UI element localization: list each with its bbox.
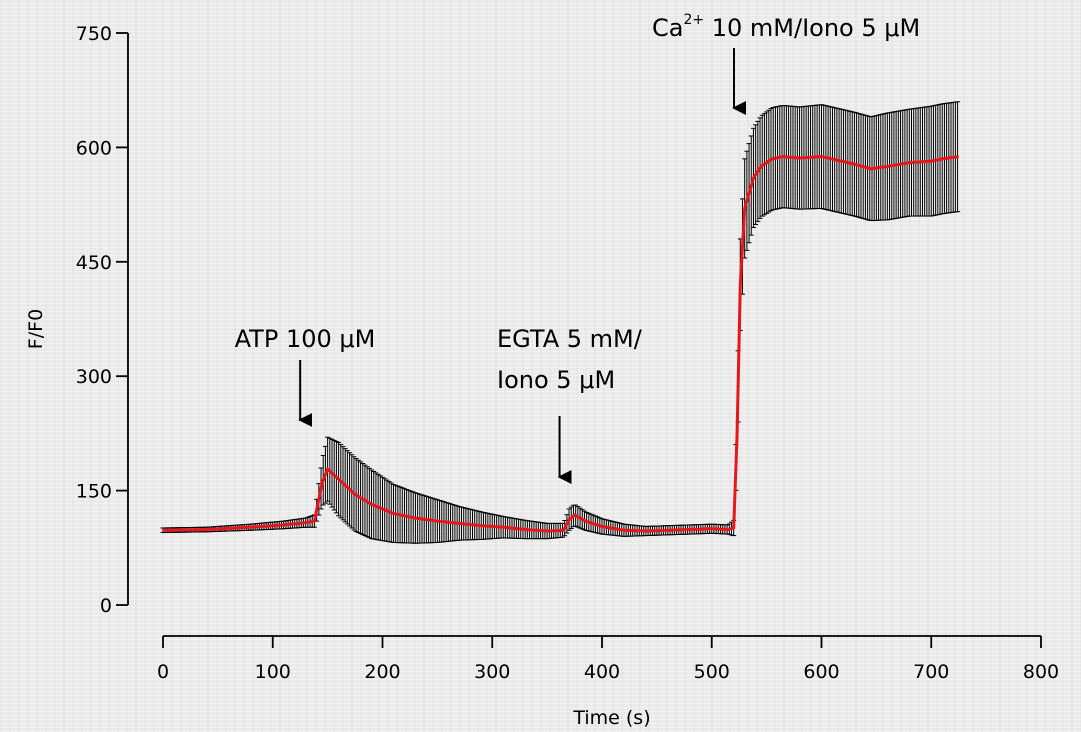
x-tick-label: 300 xyxy=(474,661,510,683)
x-tick-label: 800 xyxy=(1023,661,1059,683)
annotation-ca-superscript: 2+ xyxy=(683,12,704,28)
annotation-egta-line2: Iono 5 μM xyxy=(497,366,615,394)
y-tick-label: 150 xyxy=(76,481,112,503)
error-bars xyxy=(160,101,961,544)
annotation-ca: Ca2+ 10 mM/Iono 5 μM xyxy=(652,12,920,42)
x-tick-label: 600 xyxy=(803,661,839,683)
x-tick-label: 0 xyxy=(157,661,169,683)
x-tick-label: 100 xyxy=(255,661,291,683)
y-tick-label: 450 xyxy=(76,252,112,274)
x-tick-label: 200 xyxy=(364,661,400,683)
x-axis-title: Time (s) xyxy=(572,707,650,729)
x-tick-label: 500 xyxy=(694,661,730,683)
y-axis-title: F/F0 xyxy=(25,309,47,349)
annotation-egta-line1: EGTA 5 mM/ xyxy=(497,325,643,353)
x-tick-label: 700 xyxy=(913,661,949,683)
annotation-atp: ATP 100 μM xyxy=(235,325,376,353)
y-tick-label: 600 xyxy=(76,137,112,159)
y-tick-label: 300 xyxy=(76,366,112,388)
y-tick-label: 750 xyxy=(76,23,112,45)
annotation-ca-base: Ca xyxy=(652,14,683,42)
y-tick-label: 0 xyxy=(100,595,112,617)
annotation-ca-rest: 10 mM/Iono 5 μM xyxy=(704,14,920,42)
x-tick-label: 400 xyxy=(584,661,620,683)
mean-trace-line xyxy=(162,155,960,533)
